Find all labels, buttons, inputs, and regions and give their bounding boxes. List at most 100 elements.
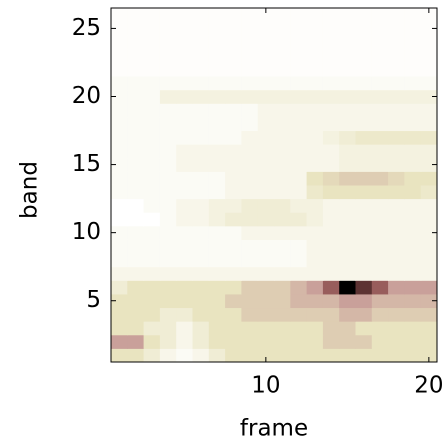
cell [176,321,193,336]
cell [257,307,275,322]
cell [290,144,308,159]
cell [388,35,405,50]
cell [290,266,308,281]
cell [225,198,242,213]
cell [290,171,308,186]
cell [274,144,291,159]
cell [371,198,389,213]
cell [290,253,308,268]
cell [159,266,177,281]
cell [290,185,308,200]
cell [404,266,422,281]
cell [143,334,161,349]
cell [404,48,422,63]
cell [371,348,389,363]
cell [143,8,161,23]
cell [290,48,308,63]
cell [322,144,340,159]
cell [192,89,210,104]
cell [420,144,438,159]
cell [176,8,193,23]
cell [257,35,275,50]
cell [355,253,373,268]
cell [127,253,145,268]
cell [339,21,356,36]
cell [355,348,373,363]
cell [127,266,145,281]
cell [127,280,145,295]
cell [208,348,226,363]
cell [274,334,291,349]
cell [225,171,242,186]
cell [257,334,275,349]
cell [111,116,128,132]
cell [306,280,324,295]
cell [355,225,373,240]
cell [322,198,340,213]
cell [143,35,161,50]
cell [159,348,177,363]
cell [127,225,145,240]
cell [388,8,405,23]
cell [322,334,340,349]
cell [241,144,259,159]
cell [208,157,226,172]
cell [274,280,291,295]
cell [420,293,438,309]
cell [306,225,324,240]
cell [388,76,405,91]
cell [355,130,373,145]
cell [241,103,259,118]
cell [355,35,373,50]
cell [241,253,259,268]
cell [257,225,275,240]
cell [159,157,177,172]
cell [371,266,389,281]
cell [274,8,291,23]
cell [111,225,128,240]
cell [192,239,210,254]
cell [143,198,161,213]
cell [192,266,210,281]
cell [371,103,389,118]
cell [127,334,145,349]
cell [290,321,308,336]
cell [192,185,210,200]
cell [257,348,275,363]
cell [257,103,275,118]
cell [371,130,389,145]
cell [388,21,405,36]
cell [176,21,193,36]
cell [225,8,242,23]
cell [208,171,226,186]
cell [388,348,405,363]
cell [404,185,422,200]
cell [127,89,145,104]
cell [322,130,340,145]
cell [404,321,422,336]
cell [420,348,438,363]
cell [208,21,226,36]
cell [339,280,356,295]
cell [241,225,259,240]
cell [388,253,405,268]
cell [371,8,389,23]
y-tick-label: 5 [86,287,101,313]
cell [355,266,373,281]
cell [225,35,242,50]
cell [143,239,161,254]
cell [355,144,373,159]
cell [208,35,226,50]
cell [192,130,210,145]
cell [241,293,259,309]
cell [339,76,356,91]
cell [159,307,177,322]
cell [290,198,308,213]
cell [241,334,259,349]
cell [111,144,128,159]
cell [322,62,340,77]
cell [388,130,405,145]
cell [111,103,128,118]
cell [322,103,340,118]
cell [176,48,193,63]
